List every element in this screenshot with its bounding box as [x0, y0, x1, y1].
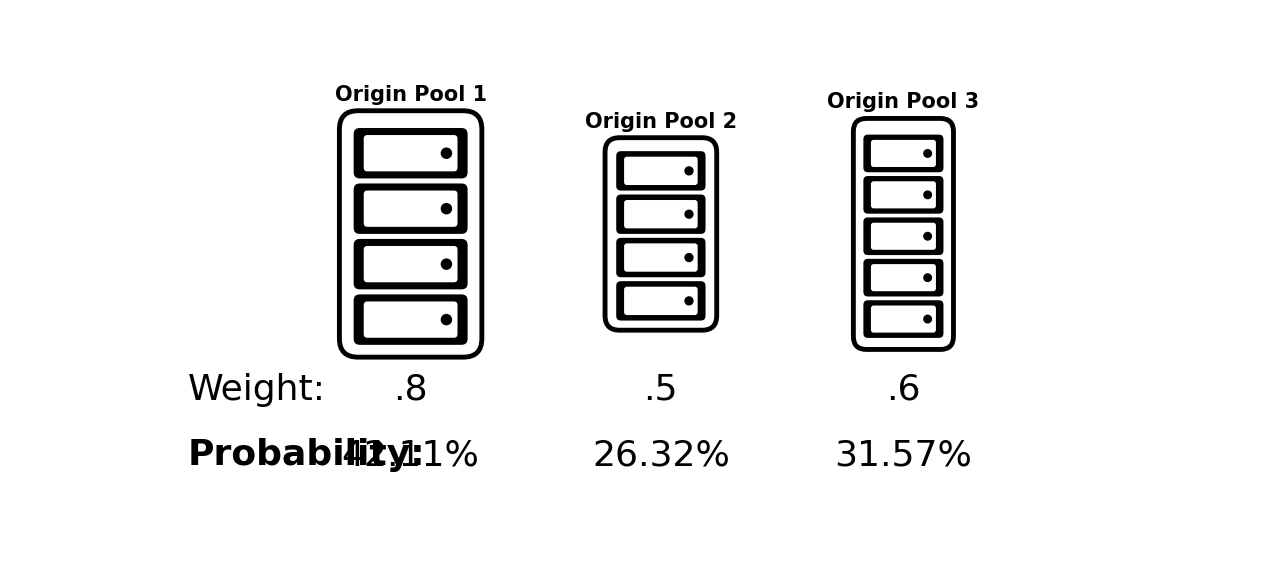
- FancyBboxPatch shape: [616, 195, 706, 234]
- Circle shape: [685, 167, 693, 175]
- FancyBboxPatch shape: [625, 200, 698, 229]
- FancyBboxPatch shape: [625, 287, 698, 315]
- Circle shape: [685, 254, 693, 261]
- FancyBboxPatch shape: [363, 135, 457, 171]
- FancyBboxPatch shape: [871, 181, 936, 209]
- Text: 26.32%: 26.32%: [592, 438, 730, 472]
- FancyBboxPatch shape: [871, 264, 936, 291]
- FancyBboxPatch shape: [363, 246, 457, 282]
- Circle shape: [442, 315, 452, 325]
- FancyBboxPatch shape: [863, 176, 943, 214]
- FancyBboxPatch shape: [616, 281, 706, 321]
- FancyBboxPatch shape: [354, 294, 468, 345]
- FancyBboxPatch shape: [625, 243, 698, 272]
- FancyBboxPatch shape: [354, 128, 468, 178]
- Circle shape: [685, 297, 693, 305]
- FancyBboxPatch shape: [616, 151, 706, 190]
- Text: Probability:: Probability:: [187, 438, 425, 472]
- FancyBboxPatch shape: [363, 301, 457, 338]
- FancyBboxPatch shape: [871, 223, 936, 250]
- FancyBboxPatch shape: [871, 140, 936, 167]
- FancyBboxPatch shape: [605, 138, 716, 330]
- Text: 42.11%: 42.11%: [341, 438, 479, 472]
- Text: .6: .6: [886, 373, 921, 407]
- Circle shape: [923, 315, 931, 323]
- Circle shape: [685, 210, 693, 218]
- FancyBboxPatch shape: [871, 305, 936, 333]
- Circle shape: [923, 149, 931, 157]
- FancyBboxPatch shape: [854, 118, 953, 349]
- FancyBboxPatch shape: [625, 156, 698, 185]
- FancyBboxPatch shape: [863, 217, 943, 255]
- Circle shape: [442, 148, 452, 158]
- Text: .8: .8: [393, 373, 428, 407]
- FancyBboxPatch shape: [354, 183, 468, 234]
- FancyBboxPatch shape: [863, 135, 943, 172]
- Circle shape: [923, 274, 931, 281]
- Text: Origin Pool 1: Origin Pool 1: [335, 84, 487, 104]
- FancyBboxPatch shape: [616, 238, 706, 277]
- Circle shape: [923, 191, 931, 199]
- FancyBboxPatch shape: [354, 239, 468, 289]
- Circle shape: [442, 259, 452, 269]
- FancyBboxPatch shape: [863, 300, 943, 338]
- Text: .5: .5: [644, 373, 677, 407]
- FancyBboxPatch shape: [863, 259, 943, 297]
- Text: 31.57%: 31.57%: [835, 438, 972, 472]
- Circle shape: [923, 233, 931, 240]
- Text: Weight:: Weight:: [187, 373, 326, 407]
- Text: Origin Pool 2: Origin Pool 2: [585, 111, 737, 131]
- FancyBboxPatch shape: [363, 190, 457, 227]
- Circle shape: [442, 203, 452, 214]
- FancyBboxPatch shape: [340, 111, 482, 357]
- Text: Origin Pool 3: Origin Pool 3: [827, 92, 979, 113]
